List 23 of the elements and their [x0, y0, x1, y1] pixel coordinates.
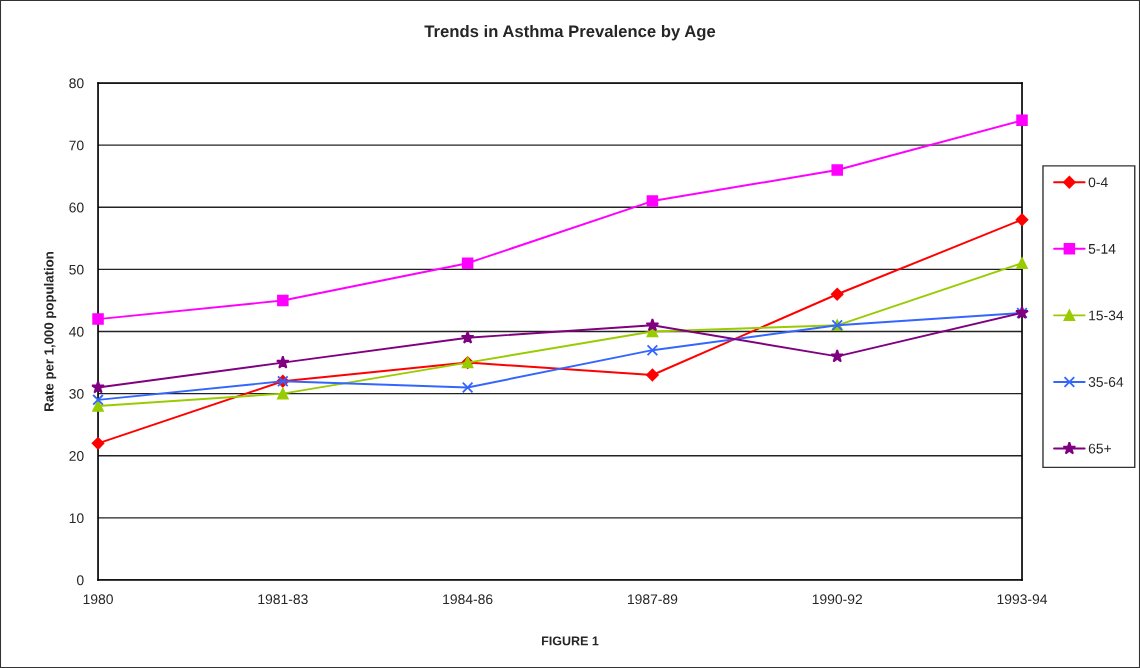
x-tick-label: 1987-89: [628, 594, 678, 605]
legend-label: 0-4: [1088, 177, 1108, 188]
y-tick-label: 60: [69, 202, 84, 213]
y-axis-title: Rate per 1,000 population: [43, 252, 57, 411]
y-tick-label: 20: [69, 451, 84, 461]
legend-label: 5-14: [1088, 244, 1116, 254]
y-tick-label: 50: [69, 264, 84, 275]
y-tick-label: 10: [69, 513, 84, 524]
x-tick-label: 1990-92: [812, 594, 863, 605]
y-tick-label: 40: [69, 326, 84, 337]
chart-title: Trends in Asthma Prevalence by Age: [424, 24, 716, 41]
legend-label: 65+: [1088, 443, 1111, 454]
y-tick-label: 70: [69, 140, 84, 151]
y-tick-label: 0: [76, 575, 84, 586]
legend-label: 35-64: [1088, 377, 1124, 387]
caption: FIGURE 1: [542, 636, 599, 646]
y-tick-label: 80: [69, 78, 84, 89]
x-tick-label: 1984-86: [443, 594, 493, 605]
x-tick-label: 1993-94: [997, 594, 1048, 605]
x-tick-label: 1981-83: [258, 594, 308, 605]
x-tick-label: 1980: [83, 594, 113, 605]
y-tick-label: 30: [69, 388, 84, 399]
legend-label: 15-34: [1089, 310, 1124, 321]
